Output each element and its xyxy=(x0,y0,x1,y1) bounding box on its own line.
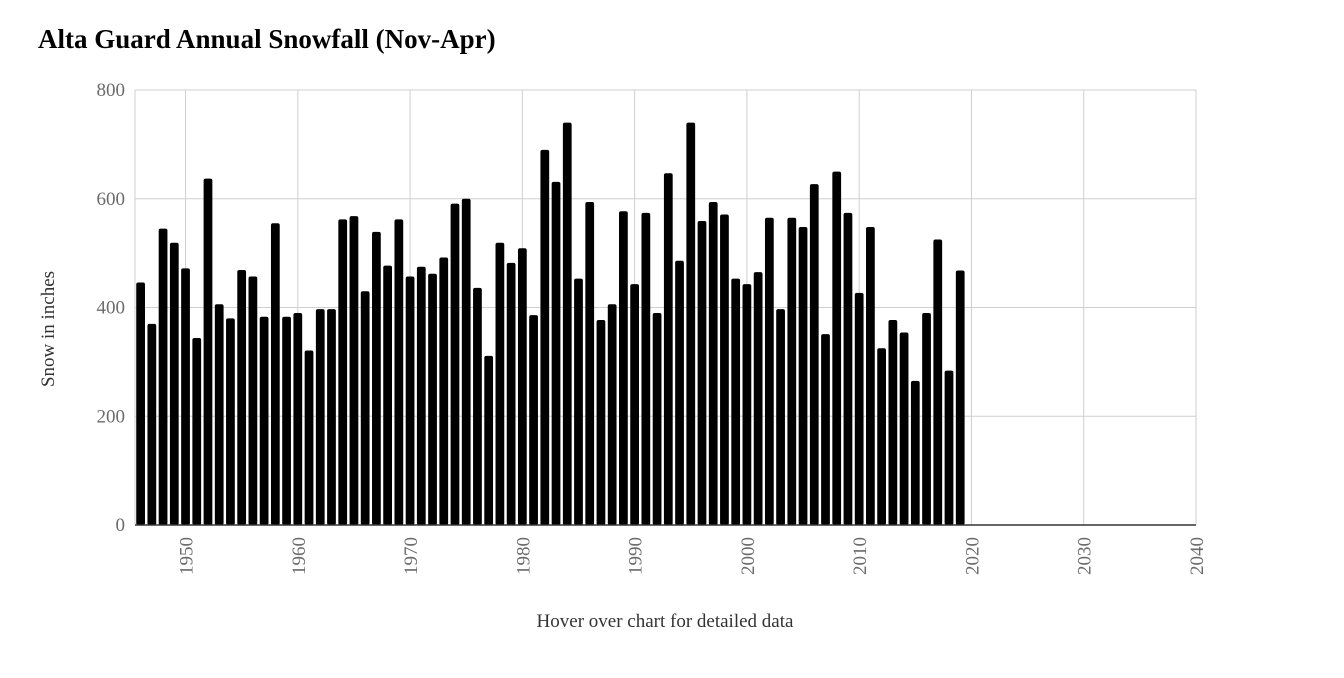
bar-2016[interactable]: 2016: 390 xyxy=(922,312,931,525)
x-tick-label: 1990 xyxy=(626,537,647,575)
bar-1962[interactable]: 1962: 397 xyxy=(315,309,325,525)
bar-2001[interactable]: 2001: 465 xyxy=(753,272,763,525)
bar-1990[interactable]: 1990: 443 xyxy=(630,284,640,525)
bar-1985[interactable]: 1985: 453 xyxy=(574,278,583,525)
bar-1956[interactable]: 1956: 457 xyxy=(248,276,258,525)
bar-1998[interactable]: 1998: 571 xyxy=(720,214,729,526)
bar-1977[interactable]: 1977: 311 xyxy=(484,355,494,525)
y-tick-label: 800 xyxy=(97,80,126,101)
bar-1949[interactable]: 1949: 519 xyxy=(169,242,179,525)
y-axis-title: Snow in inches xyxy=(38,271,59,387)
bar-1980[interactable]: 1980: 509 xyxy=(517,248,527,525)
bar-1970[interactable]: 1970: 457 xyxy=(405,276,415,525)
bar-1948[interactable]: 1948: 545 xyxy=(158,228,168,525)
bar-1964[interactable]: 1964: 562 xyxy=(338,219,348,525)
x-tick-label: 2020 xyxy=(962,537,983,575)
x-tick-label: 1980 xyxy=(513,537,534,575)
bar-1960[interactable]: 1960: 390 xyxy=(293,312,303,525)
bar-1946[interactable]: 1946: 446 xyxy=(136,282,145,525)
x-tick-label: 1960 xyxy=(289,537,310,575)
bar-1999[interactable]: 1999: 453 xyxy=(731,278,741,525)
bar-1947[interactable]: 1947: 370 xyxy=(147,323,157,525)
bar-1967[interactable]: 1967: 539 xyxy=(372,231,381,525)
bar-1950[interactable]: 1950: 472 xyxy=(181,268,190,525)
bar-1957[interactable]: 1957: 383 xyxy=(259,316,269,525)
bar-2003[interactable]: 2003: 397 xyxy=(776,309,785,525)
bar-1984[interactable]: 1984: 740 xyxy=(562,122,572,525)
bar-1975[interactable]: 1975: 600 xyxy=(461,198,471,525)
bar-1979[interactable]: 1979: 482 xyxy=(506,262,516,525)
bar-2000[interactable]: 2000: 443 xyxy=(742,284,752,525)
bar-1954[interactable]: 1954: 380 xyxy=(226,318,235,525)
bar-1986[interactable]: 1986: 594 xyxy=(585,202,595,525)
bar-2019[interactable]: 2019: 468 xyxy=(955,270,965,525)
bar-2017[interactable]: 2017: 525 xyxy=(933,239,943,525)
bar-2009[interactable]: 2009: 574 xyxy=(843,212,853,525)
bar-1976[interactable]: 1976: 436 xyxy=(473,287,482,525)
bar-1961[interactable]: 1961: 321 xyxy=(304,350,314,525)
bar-1951[interactable]: 1951: 344 xyxy=(192,337,202,525)
x-tick-label: 2010 xyxy=(850,537,871,575)
bar-2006[interactable]: 2006: 627 xyxy=(809,184,819,525)
bar-1965[interactable]: 1965: 568 xyxy=(349,216,359,525)
y-axis-ticks: 0 200 400 600 800 xyxy=(97,80,126,536)
x-tick-label: 2040 xyxy=(1187,537,1208,575)
y-tick-label: 200 xyxy=(97,406,126,427)
bars[interactable]: 1946: 4461947: 3701948: 5451949: 5191950… xyxy=(136,122,965,526)
bar-1991[interactable]: 1991: 574 xyxy=(641,212,651,525)
bar-2018[interactable]: 2018: 284 xyxy=(944,370,954,525)
bar-1992[interactable]: 1992: 390 xyxy=(652,312,662,525)
bar-2002[interactable]: 2002: 565 xyxy=(764,217,774,525)
bar-1997[interactable]: 1997: 594 xyxy=(708,202,718,525)
bar-1972[interactable]: 1972: 462 xyxy=(428,273,437,525)
bar-1989[interactable]: 1989: 577 xyxy=(619,211,628,525)
bar-1968[interactable]: 1968: 477 xyxy=(383,265,392,525)
bar-1994[interactable]: 1994: 486 xyxy=(675,260,684,525)
y-tick-label: 400 xyxy=(97,298,126,319)
x-tick-label: 2030 xyxy=(1075,537,1096,575)
bar-2010[interactable]: 2010: 427 xyxy=(854,292,864,525)
hover-hint: Hover over chart for detailed data xyxy=(536,611,794,632)
bar-2012[interactable]: 2012: 325 xyxy=(877,348,887,525)
bar-2007[interactable]: 2007: 351 xyxy=(821,334,830,525)
x-tick-label: 1970 xyxy=(401,537,422,575)
bar-1955[interactable]: 1955: 469 xyxy=(237,269,247,525)
y-tick-label: 0 xyxy=(116,515,126,536)
bar-2013[interactable]: 2013: 377 xyxy=(888,320,898,525)
bar-1995[interactable]: 1995: 740 xyxy=(686,122,696,525)
bar-1974[interactable]: 1974: 591 xyxy=(450,203,460,526)
bar-2015[interactable]: 2015: 265 xyxy=(910,380,920,525)
bar-1953[interactable]: 1953: 406 xyxy=(214,304,224,525)
bar-1978[interactable]: 1978: 519 xyxy=(495,242,505,525)
x-tick-label: 1950 xyxy=(177,537,198,575)
bar-1973[interactable]: 1973: 492 xyxy=(439,257,449,525)
bar-1996[interactable]: 1996: 559 xyxy=(697,221,707,525)
bar-1971[interactable]: 1971: 475 xyxy=(416,266,426,525)
bar-1987[interactable]: 1987: 377 xyxy=(596,320,606,525)
y-tick-label: 600 xyxy=(97,189,126,210)
bar-1963[interactable]: 1963: 397 xyxy=(327,309,336,525)
x-tick-label: 2000 xyxy=(738,537,759,575)
bar-1966[interactable]: 1966: 430 xyxy=(360,291,370,525)
bar-2005[interactable]: 2005: 548 xyxy=(798,227,808,525)
bar-1988[interactable]: 1988: 406 xyxy=(607,304,617,525)
bar-2014[interactable]: 2014: 354 xyxy=(899,332,909,525)
bar-1982[interactable]: 1982: 690 xyxy=(540,149,550,525)
bar-1983[interactable]: 1983: 631 xyxy=(551,181,561,526)
bar-1981[interactable]: 1981: 386 xyxy=(529,315,538,525)
bar-2011[interactable]: 2011: 548 xyxy=(866,227,875,525)
bar-1959[interactable]: 1959: 383 xyxy=(282,316,291,525)
bar-1993[interactable]: 1993: 647 xyxy=(663,173,673,525)
bar-1952[interactable]: 1952: 637 xyxy=(203,178,213,525)
bar-1958[interactable]: 1958: 555 xyxy=(270,223,280,525)
bar-1969[interactable]: 1969: 562 xyxy=(394,219,404,525)
x-axis-ticks: 1950 1960 1970 1980 1990 2000 2010 2020 2030 2040 xyxy=(177,537,1208,575)
bar-2008[interactable]: 2008: 650 xyxy=(832,171,842,525)
chart-title: Alta Guard Annual Snowfall (Nov-Apr) xyxy=(38,24,496,54)
